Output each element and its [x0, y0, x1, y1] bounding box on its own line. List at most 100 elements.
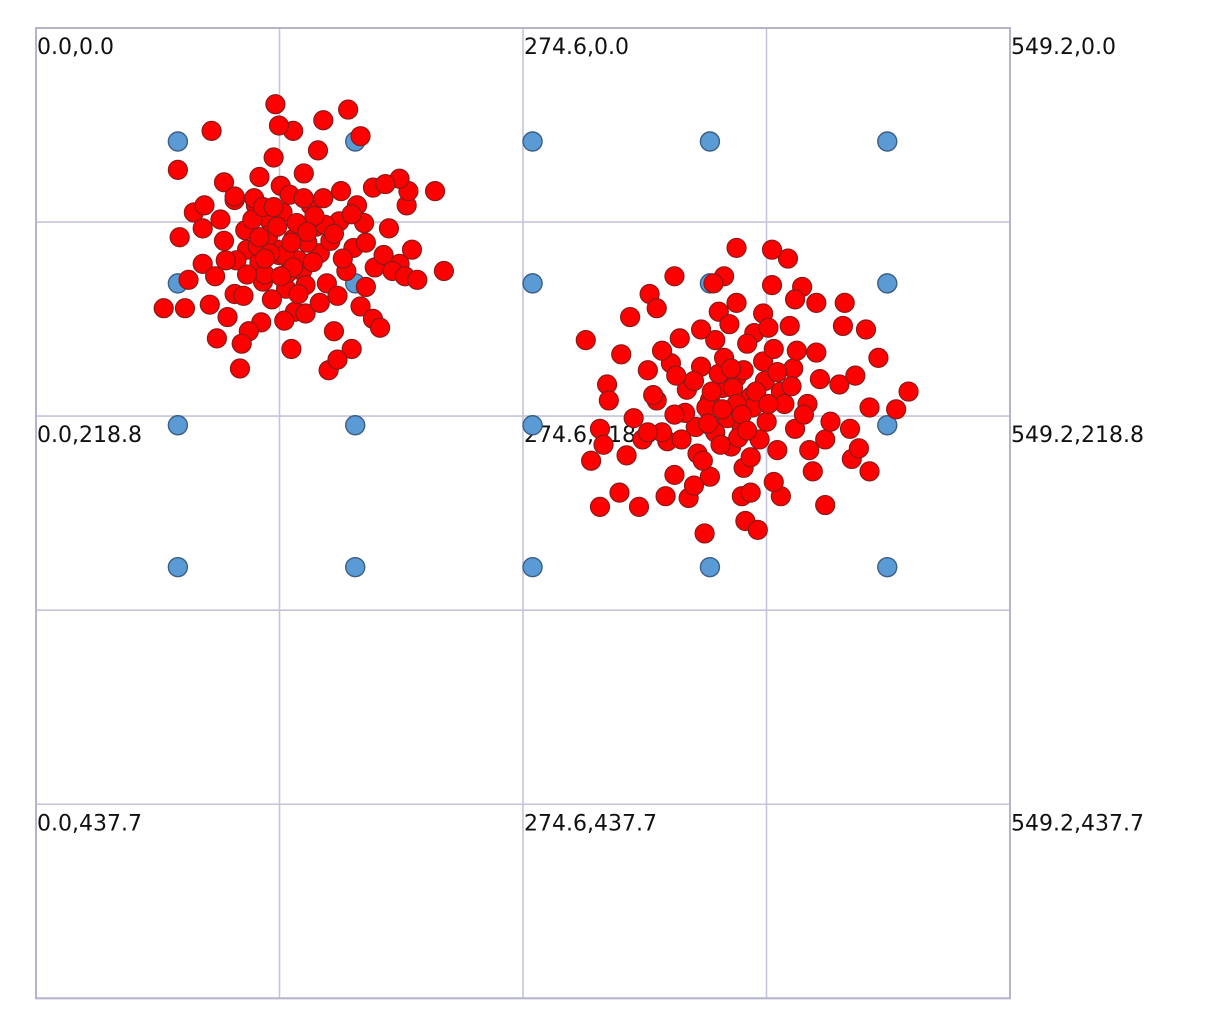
- sample-point-249: [784, 289, 806, 310]
- sample-point-154: [815, 429, 836, 450]
- coordinate-label: 549.2,218.8: [1011, 423, 1144, 448]
- reference-point-15: [167, 556, 189, 578]
- sample-point-114: [341, 204, 362, 225]
- coordinate-label: 274.6,437.7: [524, 811, 657, 836]
- sample-point-26: [263, 147, 284, 168]
- sample-point-248: [761, 239, 783, 260]
- sample-point-161: [802, 461, 823, 482]
- sample-point-197: [898, 381, 919, 402]
- sample-point-185: [646, 298, 667, 319]
- sample-point-146: [637, 360, 658, 381]
- sample-point-105: [375, 173, 396, 195]
- sample-point-61: [205, 266, 226, 287]
- sample-point-222: [664, 404, 685, 425]
- sample-point-122: [254, 248, 275, 269]
- coordinate-label: 274.6,0.0: [524, 35, 629, 60]
- sample-point-106: [424, 181, 446, 202]
- reference-point-2: [522, 131, 543, 152]
- sample-point-54: [313, 188, 334, 209]
- sample-point-177: [726, 237, 747, 259]
- coordinate-labels: 0.0,0.0 274.6,0.0 549.2,0.0 0.0,218.8 274.6,…: [37, 35, 1144, 836]
- sample-point-109: [236, 264, 258, 285]
- sample-point-94: [224, 186, 245, 207]
- sample-point-98: [295, 303, 316, 324]
- sample-point-35: [169, 227, 190, 248]
- sample-point-121: [281, 232, 302, 253]
- sample-point-63: [327, 285, 348, 306]
- sample-point-25: [378, 218, 400, 239]
- sample-point-24: [199, 294, 220, 315]
- sample-point-91: [274, 310, 295, 331]
- sample-point-241: [683, 475, 705, 496]
- sample-point-112: [215, 250, 236, 271]
- sample-point-224: [692, 450, 713, 471]
- sample-point-86: [265, 94, 286, 115]
- sample-point-188: [855, 319, 877, 340]
- sample-point-95: [268, 115, 290, 136]
- sample-point-78: [194, 195, 215, 216]
- reference-point-9: [877, 273, 898, 294]
- sample-point-191: [777, 248, 799, 269]
- reference-points: [167, 131, 898, 578]
- reference-point-7: [522, 273, 543, 294]
- sample-point-143: [669, 328, 690, 349]
- sample-point-236: [758, 393, 779, 415]
- sample-point-212: [666, 365, 687, 386]
- sample-point-31: [307, 140, 329, 161]
- sample-point-36: [401, 239, 423, 260]
- sample-point-157: [779, 315, 800, 337]
- sample-point-240: [763, 471, 784, 493]
- sample-point-231: [712, 399, 733, 420]
- sample-point-220: [740, 447, 761, 468]
- sample-point-118: [263, 197, 284, 218]
- sample-point-168: [832, 315, 854, 337]
- sample-point-21: [293, 163, 314, 184]
- sample-point-216: [690, 319, 712, 340]
- sample-point-123: [297, 221, 318, 243]
- sample-point-215: [767, 361, 788, 383]
- reference-point-14: [877, 415, 898, 436]
- sample-point-207: [763, 338, 784, 360]
- sample-point-68: [302, 252, 323, 273]
- sample-point-67: [267, 216, 288, 237]
- reference-point-0: [167, 131, 189, 152]
- sample-point-194: [694, 523, 715, 544]
- sample-point-187: [703, 273, 724, 294]
- reference-point-19: [877, 556, 898, 578]
- sample-point-92: [206, 328, 227, 349]
- sample-point-23: [350, 296, 371, 317]
- sample-point-245: [726, 292, 747, 313]
- sample-point-247: [637, 422, 658, 443]
- sample-point-76: [249, 166, 270, 188]
- sample-point-192: [628, 496, 650, 517]
- sample-point-117: [233, 285, 254, 306]
- sample-point-214: [793, 404, 815, 425]
- sample-point-196: [589, 496, 611, 517]
- sample-point-237: [710, 434, 731, 455]
- sample-point-88: [313, 110, 334, 131]
- sample-point-233: [721, 358, 742, 379]
- sample-point-96: [350, 126, 371, 147]
- sample-point-183: [886, 399, 907, 420]
- coordinate-label: 0.0,437.7: [37, 811, 142, 836]
- reference-point-12: [522, 415, 543, 436]
- sample-point-155: [611, 344, 632, 365]
- sample-point-85: [153, 298, 174, 319]
- sample-point-166: [616, 445, 637, 466]
- sample-point-210: [781, 376, 802, 397]
- sample-point-89: [201, 120, 222, 141]
- sample-point-52: [210, 209, 231, 230]
- sample-point-239: [643, 385, 664, 406]
- sample-point-227: [758, 317, 779, 338]
- sample-point-102: [433, 260, 455, 282]
- sample-point-179: [620, 306, 641, 328]
- sample-point-33: [281, 338, 302, 360]
- reference-point-11: [345, 415, 366, 436]
- sample-point-136: [756, 411, 777, 432]
- sample-point-37: [231, 333, 252, 354]
- sample-point-87: [338, 99, 359, 120]
- sample-point-193: [747, 519, 768, 540]
- sample-point-244: [598, 390, 619, 411]
